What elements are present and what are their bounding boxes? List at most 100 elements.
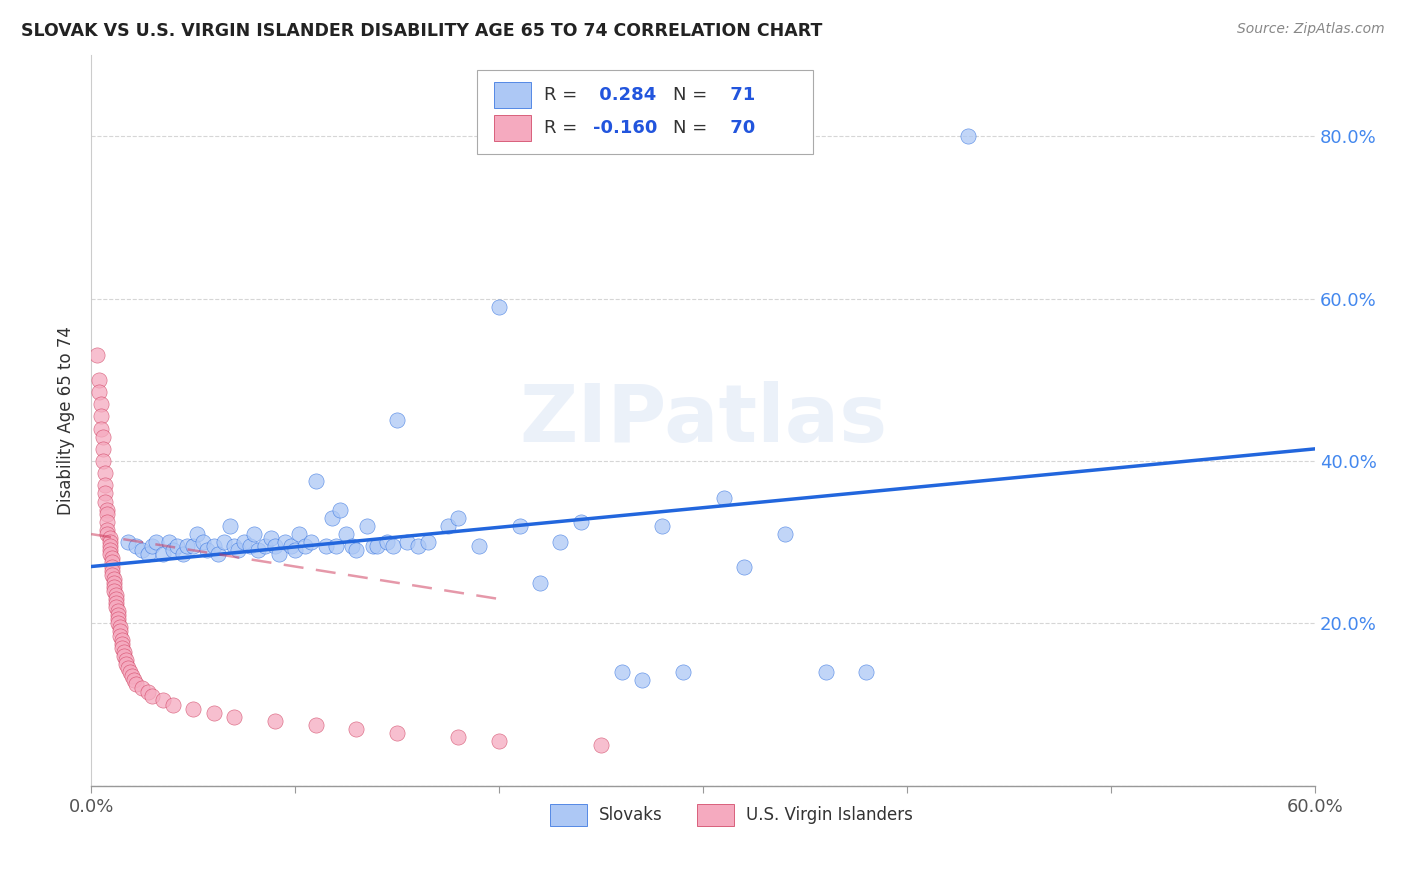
Point [98, 531, 121, 545]
Point [96, 507, 118, 521]
Point [96, 523, 118, 537]
Point [197, 543, 219, 558]
Point [86, 349, 108, 363]
Point [488, 734, 510, 748]
Point [107, 608, 129, 623]
Point [396, 535, 419, 549]
Point [176, 539, 198, 553]
Point [335, 527, 357, 541]
Point [107, 612, 129, 626]
Point [111, 640, 134, 655]
Point [108, 628, 131, 642]
Point [957, 129, 980, 144]
Text: 71: 71 [724, 87, 755, 104]
Point [181, 539, 204, 553]
Point [117, 661, 139, 675]
Point [713, 491, 735, 505]
Point [141, 539, 163, 553]
Point [342, 539, 364, 553]
Point [98, 543, 121, 558]
Point [104, 592, 127, 607]
Point [121, 669, 143, 683]
Point [90, 397, 112, 411]
Point [103, 575, 125, 590]
Point [98, 539, 121, 553]
Point [344, 722, 367, 736]
Point [263, 714, 285, 728]
Point [385, 413, 408, 427]
Text: U.S. Virgin Islanders: U.S. Virgin Islanders [747, 806, 912, 824]
Point [145, 535, 167, 549]
Point [468, 539, 491, 553]
Bar [494, 82, 530, 108]
Point [96, 502, 118, 516]
Text: 0.284: 0.284 [593, 87, 657, 104]
Point [111, 637, 134, 651]
Point [226, 543, 249, 558]
Point [447, 511, 470, 525]
Point [239, 539, 262, 553]
Point [260, 531, 283, 545]
Point [207, 547, 229, 561]
Point [253, 539, 276, 553]
Point [325, 539, 347, 553]
Point [117, 535, 139, 549]
Point [166, 539, 188, 553]
Point [773, 527, 796, 541]
Point [100, 564, 122, 578]
Point [385, 726, 408, 740]
Point [94, 466, 117, 480]
Point [437, 519, 460, 533]
Point [344, 543, 367, 558]
Bar [494, 115, 530, 141]
Text: N =: N = [672, 120, 713, 137]
Point [100, 556, 122, 570]
Text: SLOVAK VS U.S. VIRGIN ISLANDER DISABILITY AGE 65 TO 74 CORRELATION CHART: SLOVAK VS U.S. VIRGIN ISLANDER DISABILIT… [21, 22, 823, 40]
Point [112, 648, 135, 663]
Point [114, 653, 136, 667]
Point [529, 575, 551, 590]
Point [855, 665, 877, 679]
Point [814, 665, 837, 679]
Point [111, 632, 134, 647]
Text: Slovaks: Slovaks [599, 806, 662, 824]
Bar [697, 804, 734, 826]
Point [233, 535, 256, 549]
Point [162, 698, 184, 712]
Text: R =: R = [544, 120, 583, 137]
Point [315, 539, 337, 553]
Point [672, 665, 695, 679]
Point [108, 624, 131, 639]
Point [247, 543, 270, 558]
Point [94, 486, 117, 500]
Point [631, 673, 654, 688]
Bar [477, 70, 813, 153]
Point [136, 685, 159, 699]
Point [125, 677, 148, 691]
Point [90, 409, 112, 424]
Point [591, 738, 613, 752]
Point [284, 543, 307, 558]
Point [321, 511, 343, 525]
Point [90, 421, 112, 435]
Point [136, 547, 159, 561]
Bar [550, 804, 586, 826]
Point [104, 600, 127, 615]
Point [122, 673, 145, 688]
Point [104, 588, 127, 602]
Point [172, 547, 194, 561]
Point [550, 535, 572, 549]
Point [212, 535, 235, 549]
Point [96, 515, 118, 529]
Point [416, 535, 439, 549]
Point [202, 539, 225, 553]
Point [218, 519, 240, 533]
Point [406, 539, 429, 553]
Point [382, 539, 405, 553]
Point [100, 559, 122, 574]
Point [157, 535, 180, 549]
Point [222, 539, 245, 553]
Point [103, 583, 125, 598]
Point [125, 539, 148, 553]
Point [89, 373, 111, 387]
